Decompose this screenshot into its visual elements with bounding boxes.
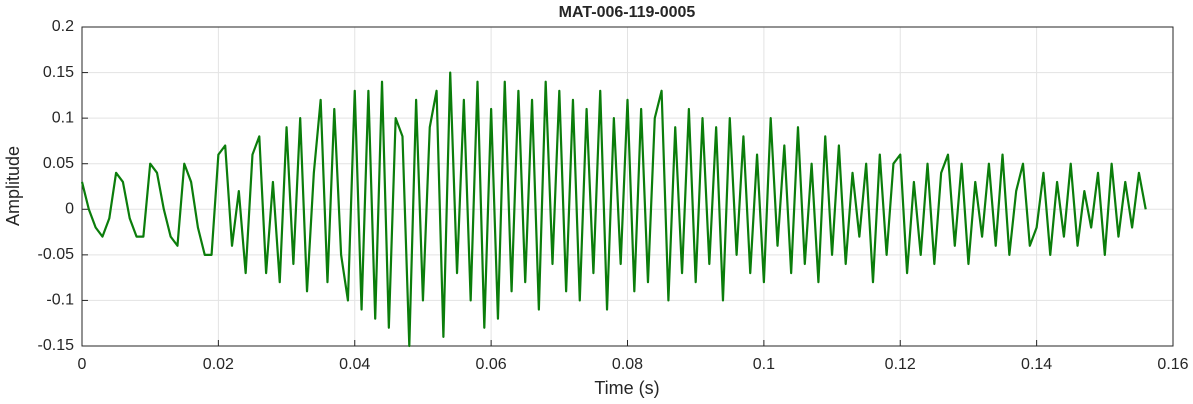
y-tick-label: 0.15 (43, 64, 74, 81)
x-tick-label: 0 (78, 356, 87, 373)
y-tick-label: 0.2 (52, 18, 74, 35)
x-tick-label: 0.02 (203, 356, 234, 373)
waveform-line (80, 71, 1147, 348)
x-tick-label: 0.06 (476, 356, 507, 373)
x-tick-label: 0.14 (1021, 356, 1052, 373)
x-axis-label: Time (s) (594, 378, 659, 398)
y-tick-label: 0 (65, 201, 74, 218)
y-tick-label: -0.1 (46, 292, 74, 309)
x-tick-label: 0.04 (339, 356, 370, 373)
x-tick-label: 0.12 (885, 356, 916, 373)
plot-frame (81, 26, 1174, 347)
y-tick-label: 0.05 (43, 155, 74, 172)
y-tick-label: -0.15 (38, 337, 75, 354)
y-tick-label: -0.05 (38, 246, 75, 263)
x-tick-label: 0.1 (753, 356, 775, 373)
x-tick-label: 0.16 (1157, 356, 1188, 373)
y-axis-label: Amplitude (3, 146, 23, 226)
x-tick-label: 0.08 (612, 356, 643, 373)
y-tick-label: 0.1 (52, 109, 74, 126)
chart-title: MAT-006-119-0005 (559, 4, 696, 21)
